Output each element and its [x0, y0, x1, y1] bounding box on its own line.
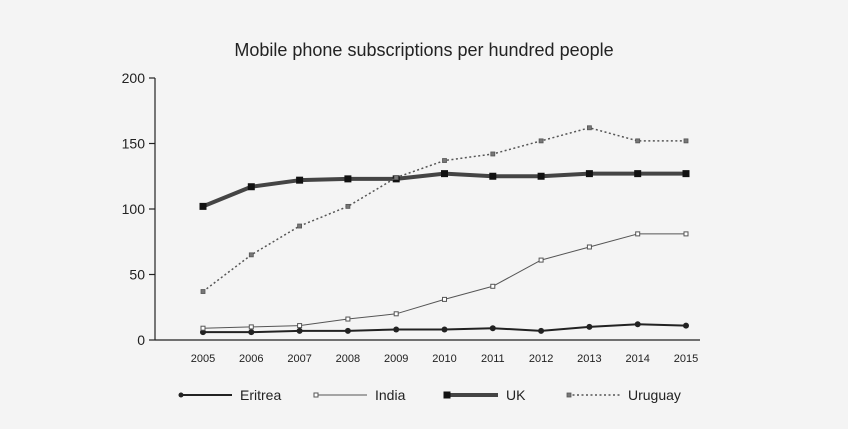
x-tick-label: 2005: [191, 353, 215, 365]
point-uk: [344, 175, 352, 183]
y-tick-label: 50: [129, 267, 145, 283]
point-eritrea: [441, 326, 448, 333]
x-tick-label: 2012: [529, 353, 553, 365]
point-uruguay: [587, 125, 592, 131]
legend-item-uruguay: Uruguay: [566, 387, 681, 403]
x-tick-label: 2007: [287, 353, 311, 365]
point-india: [538, 257, 544, 263]
point-india: [297, 323, 303, 329]
point-uruguay: [490, 151, 496, 157]
x-tick-label: 2009: [384, 353, 408, 365]
legend-item-eritrea: Eritrea: [178, 387, 281, 403]
point-uruguay: [393, 175, 399, 180]
legend-item-uk: UK: [443, 387, 526, 403]
point-uruguay: [442, 158, 447, 163]
x-tick-label: 2013: [577, 353, 601, 365]
point-uk: [296, 176, 304, 184]
point-uruguay: [345, 203, 351, 209]
point-uk: [634, 170, 642, 178]
x-tick-label: 2006: [239, 353, 263, 365]
x-tick-label: 2014: [625, 353, 649, 365]
legend-marker-uruguay: [566, 392, 572, 398]
point-eritrea: [586, 323, 593, 330]
chart-title: Mobile phone subscriptions per hundred p…: [234, 40, 614, 60]
legend-marker-india: [313, 392, 319, 398]
point-india: [635, 231, 641, 237]
series-line-uk: [202, 171, 686, 209]
legend-label-india: India: [375, 387, 406, 403]
x-tick-label: 2011: [481, 353, 505, 365]
point-india: [248, 324, 254, 330]
x-tick-label: 2010: [432, 353, 456, 365]
point-uruguay: [200, 289, 206, 294]
point-uk: [537, 172, 545, 180]
point-india: [490, 283, 496, 289]
point-eritrea: [248, 329, 255, 336]
legend-label-eritrea: Eritrea: [240, 387, 281, 403]
point-uk: [441, 170, 448, 178]
point-india: [586, 244, 592, 250]
point-eritrea: [634, 321, 641, 328]
point-uruguay: [683, 138, 689, 144]
point-uk: [585, 170, 593, 178]
point-uk: [199, 202, 207, 210]
point-india: [683, 231, 689, 237]
x-tick-label: 2015: [674, 353, 698, 365]
y-tick-label: 200: [122, 70, 146, 86]
y-tick-label: 100: [122, 201, 146, 217]
point-uk: [682, 170, 690, 178]
point-eritrea: [489, 325, 496, 332]
legend-item-india: India: [313, 387, 406, 403]
y-tick-label: 150: [122, 136, 146, 152]
point-uk: [247, 183, 255, 191]
point-uk: [489, 172, 497, 180]
point-eritrea: [296, 327, 303, 334]
point-india: [393, 311, 399, 317]
series-line-india: [202, 233, 686, 329]
point-eritrea: [683, 322, 689, 329]
x-tick-label: 2008: [336, 353, 360, 365]
point-eritrea: [344, 327, 351, 334]
point-eritrea: [393, 326, 400, 333]
legend-marker-uk: [443, 391, 451, 399]
point-uruguay: [635, 138, 641, 144]
point-india: [442, 296, 447, 302]
legend-label-uruguay: Uruguay: [628, 387, 681, 403]
point-uruguay: [297, 223, 303, 229]
point-india: [200, 325, 206, 331]
point-uruguay: [538, 138, 544, 144]
y-tick-label: 0: [137, 332, 145, 348]
point-eritrea: [538, 327, 545, 334]
legend-marker-eritrea: [178, 392, 184, 398]
legend-label-uk: UK: [506, 387, 526, 403]
point-india: [345, 316, 351, 322]
point-uruguay: [248, 252, 254, 258]
series-line-uruguay: [202, 127, 686, 293]
